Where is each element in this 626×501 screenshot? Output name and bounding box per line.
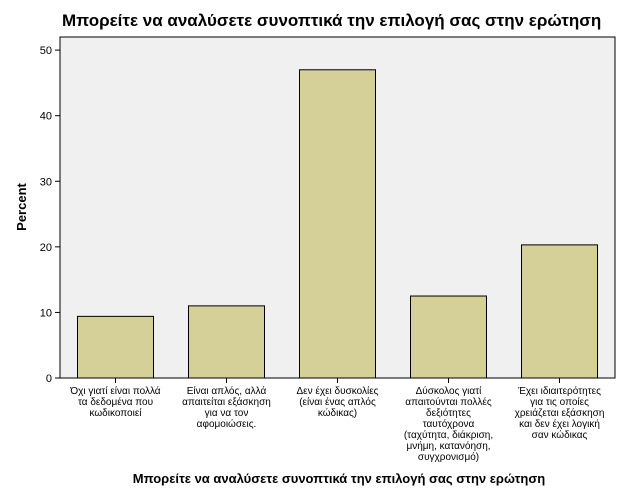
x-tick-label: δεξιότητες bbox=[426, 407, 471, 419]
chart-title: Μπορείτε να αναλύσετε συνοπτικά την επιλ… bbox=[62, 11, 602, 30]
x-tick-label: για τις οποίες bbox=[530, 396, 589, 408]
x-tick-label: (ταχύτητα, διάκριση, bbox=[404, 429, 493, 441]
y-tick-label: 20 bbox=[40, 242, 52, 254]
y-tick-label: 0 bbox=[46, 373, 52, 385]
x-tick-label: απαιτείται εξάσκηση bbox=[182, 396, 271, 408]
bar bbox=[299, 69, 376, 379]
x-tick-label: Δύσκολος γιατί bbox=[416, 385, 483, 397]
x-tick-label: κώδικας) bbox=[318, 407, 357, 419]
x-tick-label: Είναι απλός, αλλά bbox=[187, 385, 267, 397]
bar bbox=[410, 295, 487, 379]
bar bbox=[521, 244, 598, 379]
x-tick-label: σαν κώδικας bbox=[532, 429, 588, 441]
x-tick-label: Έχει ιδιαιτερότητες bbox=[517, 385, 601, 397]
y-tick-label: 40 bbox=[40, 111, 52, 123]
x-tick-label: Δεν έχει δυσκολίες bbox=[296, 385, 378, 397]
y-tick-label: 30 bbox=[40, 176, 52, 188]
y-axis: 0 10 20 30 40 50 bbox=[40, 45, 60, 385]
bar bbox=[77, 315, 154, 379]
x-tick-label: χρειάζεται εξάσκηση bbox=[515, 407, 605, 419]
x-tick-label: Όχι γιατί είναι πολλά bbox=[69, 385, 160, 397]
x-tick-label: κωδικοποιεί bbox=[90, 407, 143, 419]
x-tick-label: αφομοιώσεις. bbox=[197, 418, 257, 430]
x-tick-label: ταυτόχρονα bbox=[423, 418, 475, 430]
x-axis-label: Μπορείτε να αναλύσετε συνοπτικά την επιλ… bbox=[133, 471, 545, 486]
x-tick-label: και δεν έχει λογική bbox=[519, 418, 600, 430]
x-tick-label: (είναι ένας απλός bbox=[299, 396, 376, 408]
x-tick-label: μνήμη, κατανόηση, bbox=[406, 440, 490, 452]
x-tick-label: συγχρονισμό) bbox=[418, 451, 479, 463]
bars bbox=[77, 69, 598, 379]
x-tick-label: για να τον bbox=[205, 408, 249, 419]
x-tick-label: απαιτούνται πολλές bbox=[405, 396, 492, 408]
x-tick-label: τα δεδομένα που bbox=[78, 396, 153, 408]
bar bbox=[188, 305, 265, 379]
y-tick-label: 10 bbox=[40, 307, 52, 319]
y-tick-label: 50 bbox=[40, 45, 52, 57]
y-axis-label: Percent bbox=[14, 182, 29, 230]
